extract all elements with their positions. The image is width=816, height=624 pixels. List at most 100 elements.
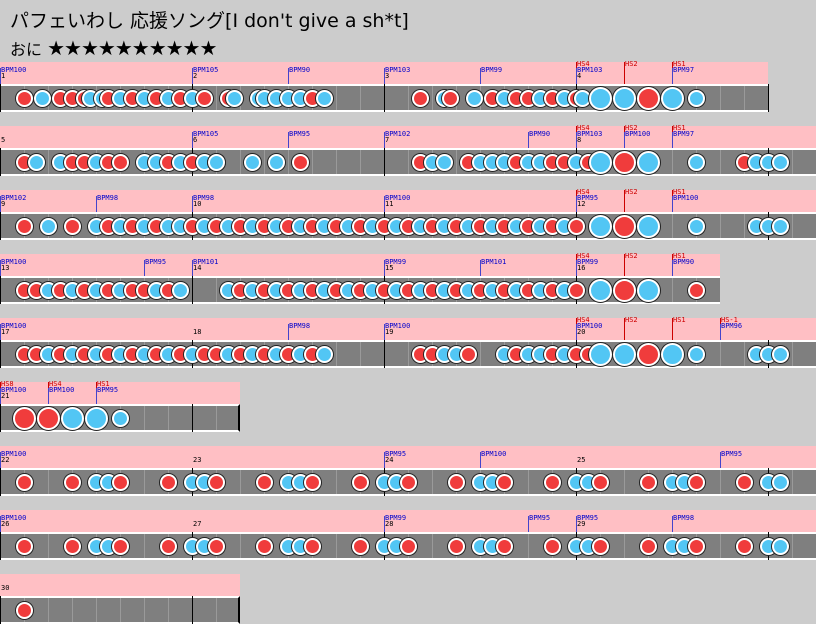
don-note — [15, 601, 33, 619]
don-note — [735, 473, 753, 491]
bpm-change-marker — [576, 132, 577, 148]
bpm-change-marker — [192, 132, 193, 148]
don-note — [495, 473, 513, 491]
scroll-speed-label: HS1 — [673, 60, 686, 68]
scroll-speed-label: HS2 — [625, 60, 638, 68]
difficulty-line: おに ★★★★★★★★★★ — [10, 36, 217, 60]
beat-tick — [168, 598, 169, 622]
beat-tick — [288, 150, 289, 174]
bpm-label: BPM100 — [1, 450, 27, 458]
scroll-speed-label: HS8 — [1, 380, 14, 388]
ka-note — [171, 281, 189, 299]
beat-tick — [792, 342, 793, 366]
bpm-label: BPM95 — [577, 194, 599, 202]
bpm-label: BPM90 — [673, 258, 695, 266]
bpm-change-marker — [528, 516, 529, 532]
scroll-change-marker — [624, 62, 625, 84]
header-band — [0, 382, 240, 404]
bpm-label: BPM99 — [577, 258, 599, 266]
ka-big-note — [588, 278, 612, 302]
don-note — [351, 473, 369, 491]
measure-number: 2 — [193, 72, 198, 80]
bpm-change-marker — [192, 68, 193, 84]
don-note — [63, 537, 81, 555]
don-note — [111, 473, 129, 491]
chart-row: BPM100 22 23 BPM95 24 BPM100 25 BPM95 — [0, 446, 816, 496]
bpm-change-marker — [576, 324, 577, 340]
ka-note — [687, 153, 705, 171]
ka-note — [207, 153, 225, 171]
measure-number: 15 — [385, 264, 394, 272]
beat-tick — [144, 470, 145, 494]
chart-row: BPM100 17 18 BPM98 BPM100 19 HS4 BPM100 20 HS2 HS1… — [0, 316, 816, 368]
bpm-change-marker — [288, 132, 289, 148]
don-note — [195, 89, 213, 107]
measure-number: 29 — [577, 520, 586, 528]
don-note — [639, 473, 657, 491]
beat-tick — [624, 534, 625, 558]
measure-number: 26 — [1, 520, 10, 528]
beat-tick — [744, 86, 745, 110]
scroll-speed-label: HS4 — [577, 124, 590, 132]
measure-line — [0, 404, 1, 432]
ka-note — [435, 153, 453, 171]
ka-big-note — [660, 86, 684, 110]
bpm-change-marker — [480, 260, 481, 276]
bpm-change-marker — [384, 196, 385, 212]
beat-tick — [72, 598, 73, 622]
measure-line — [384, 340, 385, 368]
bpm-label: BPM103 — [385, 66, 411, 74]
chart-row: BPM100 26 27 BPM99 28 BPM95 BPM95 29 BPM98 — [0, 510, 816, 560]
scroll-speed-label: HS4 — [49, 380, 62, 388]
bpm-label: BPM105 — [193, 66, 219, 74]
beat-tick — [144, 406, 145, 430]
don-big-note — [612, 278, 636, 302]
beat-tick — [336, 342, 337, 366]
don-note — [255, 537, 273, 555]
bpm-label: BPM100 — [1, 386, 27, 394]
bpm-change-marker — [672, 132, 673, 148]
ka-note — [771, 537, 789, 555]
measure-number: 22 — [1, 456, 10, 464]
scroll-speed-label: HS4 — [577, 252, 590, 260]
scroll-speed-label: HS2 — [625, 316, 638, 324]
scroll-speed-label: HS-1 — [721, 316, 738, 324]
beat-tick — [336, 470, 337, 494]
bpm-label: BPM97 — [673, 66, 695, 74]
bpm-label: BPM100 — [1, 514, 27, 522]
beat-tick — [312, 150, 313, 174]
beat-tick — [528, 470, 529, 494]
beat-tick — [336, 86, 337, 110]
ka-note — [687, 217, 705, 235]
don-note — [15, 89, 33, 107]
bpm-change-marker — [672, 516, 673, 532]
ka-note — [39, 217, 57, 235]
measure-line — [0, 532, 1, 560]
bpm-change-marker — [384, 452, 385, 468]
ka-note — [687, 345, 705, 363]
measure-number: 7 — [385, 136, 390, 144]
measure-number: 1 — [1, 72, 6, 80]
scroll-change-marker — [624, 190, 625, 212]
bpm-change-marker — [720, 452, 721, 468]
don-note — [291, 153, 309, 171]
bpm-label: BPM90 — [289, 66, 311, 74]
bpm-change-marker — [720, 324, 721, 340]
bpm-label: BPM102 — [1, 194, 27, 202]
bpm-label: BPM105 — [193, 130, 219, 138]
bpm-change-marker — [672, 196, 673, 212]
measure-line — [192, 596, 193, 624]
don-note — [687, 473, 705, 491]
ka-big-note — [588, 86, 612, 110]
beat-tick — [672, 150, 673, 174]
beat-tick — [720, 342, 721, 366]
bpm-label: BPM101 — [481, 258, 507, 266]
measure-number: 24 — [385, 456, 394, 464]
ka-note — [771, 217, 789, 235]
ka-note — [315, 345, 333, 363]
header-band — [0, 318, 816, 340]
measure-line — [384, 84, 385, 112]
measure-line — [0, 596, 1, 624]
measure-line — [768, 84, 769, 112]
scroll-change-marker — [624, 254, 625, 276]
